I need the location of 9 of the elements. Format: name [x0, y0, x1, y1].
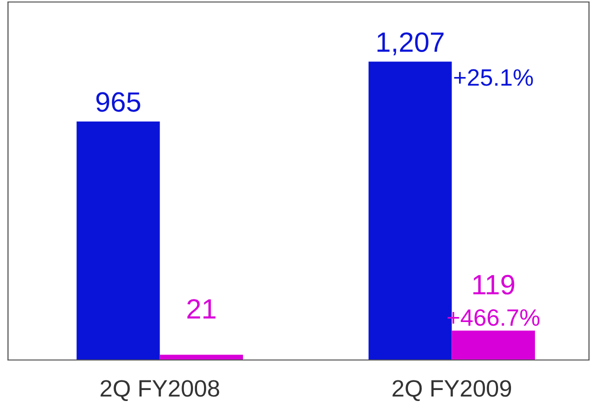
- data-label: 119: [473, 274, 514, 295]
- bar: [452, 330, 535, 360]
- data-label: 965: [96, 92, 140, 112]
- x-tick-label: 2Q FY2009: [392, 380, 512, 402]
- bar: [76, 121, 160, 360]
- annotation: +25.1%: [454, 69, 533, 86]
- data-label: 21: [187, 299, 216, 318]
- data-label: 1,207: [378, 32, 444, 56]
- x-tick-label: 2Q FY2008: [100, 380, 220, 402]
